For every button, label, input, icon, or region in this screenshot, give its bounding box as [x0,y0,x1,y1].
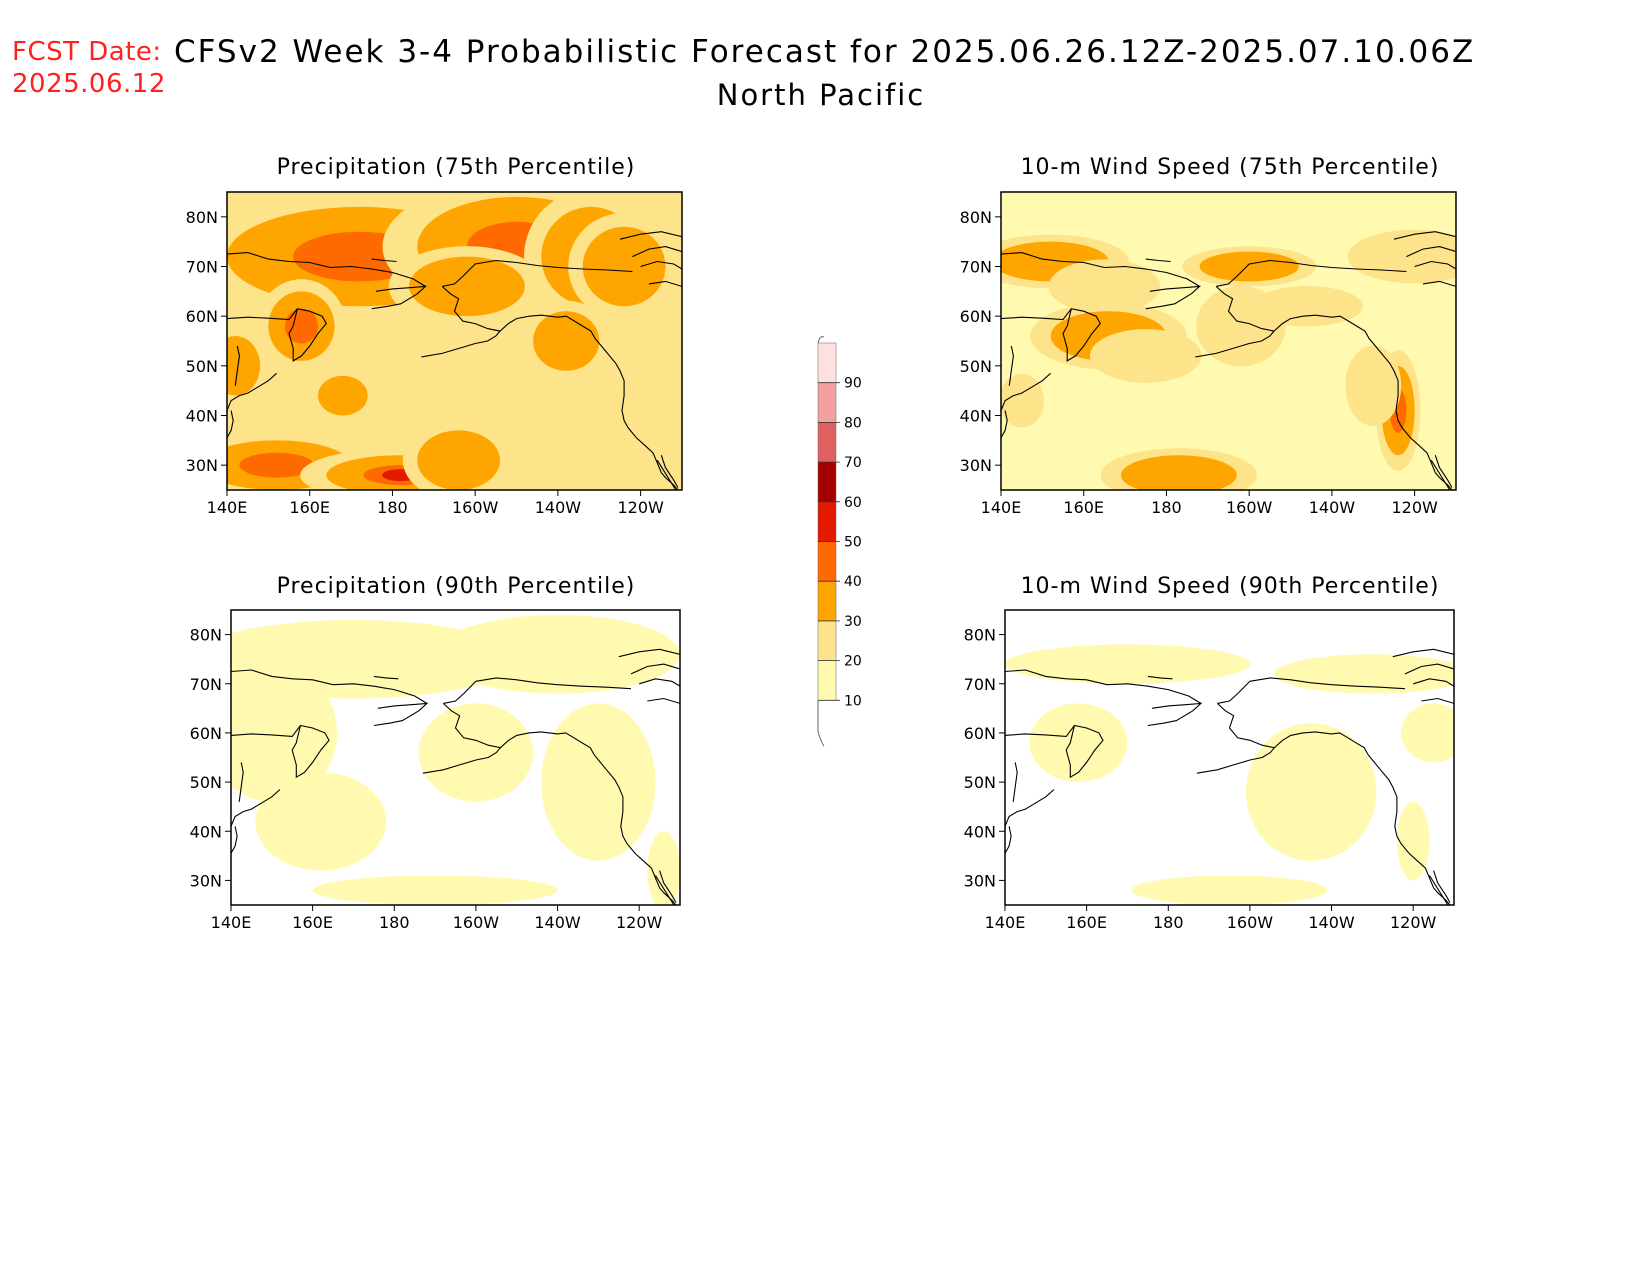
map-frame [230,609,681,906]
colorbar-tick-label: 80 [844,415,862,431]
lon-tick-label: 140W [534,913,581,932]
lon-tick-label: 140W [535,498,582,517]
lon-tick-label: 120W [616,913,663,932]
map-field [1001,192,1456,490]
lat-tick-label: 30N [964,871,996,890]
colorbar-segment [817,501,837,542]
lat-tick-label: 80N [960,208,992,227]
colorbar-segment [817,660,837,701]
lat-tick-label: 60N [964,724,996,743]
colorbar-segment [817,541,837,582]
lat-tick-label: 80N [964,626,996,645]
colorbar-segment [817,342,837,383]
lat-tick-label: 30N [960,456,992,475]
colorbar-tick-label: 40 [844,574,862,590]
colorbar-segment [817,382,837,423]
panel-title: 10-m Wind Speed (75th Percentile) [1021,155,1440,180]
lon-tick-label: 160W [452,498,499,517]
forecast-date-label: FCST Date: [12,37,162,67]
coastlines [1005,648,1454,905]
panel-title: 10-m Wind Speed (90th Percentile) [1021,574,1440,599]
lon-tick-label: 160W [453,913,500,932]
map-field [227,192,682,490]
lat-tick-label: 40N [964,822,996,841]
map-field [231,610,680,905]
coastlines [231,648,680,905]
lon-tick-label: 140E [981,498,1022,517]
lat-tick-label: 40N [960,407,992,426]
forecast-date-value: 2025.06.12 [12,69,166,99]
lon-tick-label: 160E [292,913,333,932]
colorbar-tick-label: 90 [844,376,862,392]
colorbar-segment [817,580,837,622]
lon-tick-label: 120W [617,498,664,517]
map-panel-wind-90: 10-m Wind Speed (90th Percentile) 140E 160… [964,574,1455,932]
colorbar-segment [817,422,837,463]
lat-tick-label: 60N [190,724,222,743]
lat-tick-label: 70N [960,258,992,277]
lon-tick-label: 160E [289,498,330,517]
map-frame [1000,191,1457,491]
lat-tick-label: 60N [960,307,992,326]
colorbar-tick-label: 70 [844,455,862,471]
lon-tick-label: 180 [1153,913,1184,932]
colorbar-segment [817,461,837,503]
lon-tick-label: 120W [1391,498,1438,517]
map-frame [1004,609,1455,906]
colorbar-tick-label: 50 [844,535,862,551]
lat-tick-label: 30N [186,456,218,475]
map-panel-precip-90: Precipitation (90th Percentile) 140E 160E 1… [190,574,681,932]
page-title: CFSv2 Week 3-4 Probabilistic Forecast fo… [174,34,1476,70]
lon-tick-label: 180 [1151,498,1182,517]
coastlines [227,231,682,490]
lat-tick-label: 80N [190,626,222,645]
colorbar: 10 20 30 40 50 60 70 80 90 [817,336,862,747]
lat-tick-label: 70N [964,675,996,694]
lon-tick-label: 180 [379,913,410,932]
lon-tick-label: 160W [1227,913,1274,932]
map-field [1005,610,1454,905]
lon-tick-label: 140W [1308,913,1355,932]
lat-tick-label: 30N [190,871,222,890]
colorbar-segment [817,620,837,661]
coastlines [1001,231,1456,490]
lon-tick-label: 160W [1226,498,1273,517]
map-panel-precip-75: Precipitation (75th Percentile) 140E 160E 1… [186,155,683,517]
forecast-date-block: FCST Date: 2025.06.12 [12,36,166,100]
lat-tick-label: 50N [960,357,992,376]
lon-tick-label: 120W [1390,913,1437,932]
lon-tick-label: 140E [211,913,252,932]
lat-tick-label: 80N [186,208,218,227]
region-label: North Pacific [716,78,926,112]
region-subtitle: North Pacific [0,78,1650,112]
lon-tick-label: 140E [985,913,1026,932]
lat-tick-label: 50N [964,773,996,792]
lat-tick-label: 50N [186,357,218,376]
panel-title: Precipitation (90th Percentile) [277,574,636,599]
lat-tick-label: 70N [186,258,218,277]
lat-tick-label: 70N [190,675,222,694]
colorbar-tick-label: 10 [844,693,862,709]
colorbar-tick-label: 20 [844,654,862,670]
lat-tick-label: 50N [190,773,222,792]
panel-title: Precipitation (75th Percentile) [277,155,636,180]
colorbar-tick-label: 30 [844,614,862,630]
lat-tick-label: 40N [186,407,218,426]
lon-tick-label: 140E [207,498,248,517]
lon-tick-label: 160E [1063,498,1104,517]
lat-tick-label: 60N [186,307,218,326]
lon-tick-label: 180 [377,498,408,517]
map-panel-wind-75: 10-m Wind Speed (75th Percentile) 140E 160… [960,155,1457,517]
lon-tick-label: 160E [1066,913,1107,932]
lat-tick-label: 40N [190,822,222,841]
lon-tick-label: 140W [1309,498,1356,517]
map-frame [226,191,683,491]
colorbar-tick-label: 60 [844,495,862,511]
